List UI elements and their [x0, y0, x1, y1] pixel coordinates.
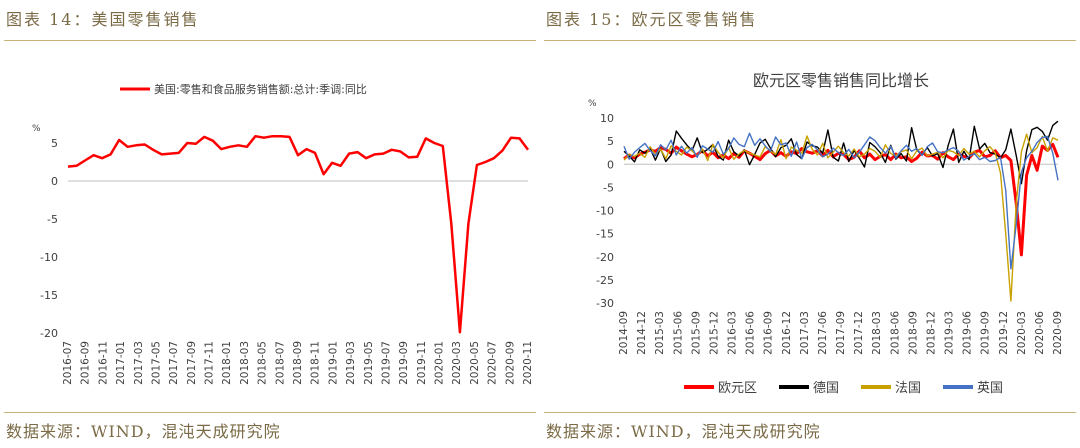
y-tick-label: 5 [607, 135, 614, 148]
x-tick-label: 2016-09 [80, 341, 92, 385]
x-tick-label: 2019-09 [398, 341, 410, 385]
left-panel: 图表 14：美国零售销售 % 5 0 -5 -10 -15 -20 2016-07 2016-0… [4, 10, 536, 441]
y-tick-label: -10 [40, 251, 58, 264]
y-tick-label: 5 [51, 137, 58, 150]
x-tick-label: 2020-03 [1016, 311, 1028, 355]
x-tick-label: 2018-09 [292, 341, 304, 385]
y-tick-label: -20 [40, 327, 58, 340]
source-note-right: 数据来源：WIND，混沌天成研究院 [546, 422, 821, 441]
x-tick-label: 2017-06 [817, 311, 829, 355]
series-line-1 [67, 134, 530, 334]
chart-title: 欧元区零售销售同比增长 [753, 71, 929, 90]
x-tick-label: 2020-11 [522, 341, 534, 385]
x-tick-label: 2018-03 [871, 311, 883, 355]
legend-label: 英国 [977, 381, 1003, 396]
title-rule-right [544, 40, 1076, 41]
x-tick-label: 2018-11 [310, 341, 322, 385]
x-tick-label: 2019-03 [944, 311, 956, 355]
x-tick-label: 2018-12 [925, 311, 937, 355]
x-tick-label: 2018-01 [221, 341, 233, 385]
x-tick-label: 2016-11 [97, 341, 109, 385]
y-tick-label: -5 [47, 213, 58, 226]
x-tick-label: 2019-05 [363, 341, 375, 385]
y-tick-label: 0 [607, 158, 614, 171]
x-tick-label: 2019-06 [962, 311, 974, 355]
y-tick-label: -10 [596, 205, 614, 218]
figure-title-right: 图表 15：欧元区零售销售 [546, 10, 758, 29]
x-tick-label: 2019-01 [327, 341, 339, 385]
x-tick-label: 2014-09 [618, 311, 630, 355]
x-tick-label: 2020-05 [469, 341, 481, 385]
x-tick-label: 2020-07 [487, 341, 499, 385]
y-tick-label: -25 [596, 274, 614, 287]
title-rule-left [4, 40, 536, 41]
y-tick-label: -5 [603, 181, 614, 194]
x-tick-label: 2018-06 [889, 311, 901, 355]
x-tick-label: 2019-03 [345, 341, 357, 385]
x-tick-label: 2019-11 [416, 341, 428, 385]
x-tick-label: 2016-07 [62, 341, 74, 385]
x-tick-label: 2019-12 [998, 311, 1010, 355]
x-tick-label: 2017-01 [115, 341, 127, 385]
x-tick-label: 2016-03 [727, 311, 739, 355]
x-tick-label: 2017-05 [150, 341, 162, 385]
legend-label: 美国:零售和食品服务销售额:总计:季调:同比 [154, 82, 367, 96]
x-tick-label: 2019-09 [980, 311, 992, 355]
source-rule-left [4, 412, 536, 413]
right-panel: 图表 15：欧元区零售销售 欧元区零售销售同比增长% 10 5 0 -5 -10 -15 -2… [540, 0, 1080, 448]
y-tick-label: -30 [596, 297, 614, 310]
source-rule-right [544, 412, 1076, 413]
legend-label: 法国 [895, 381, 921, 396]
x-tick-label: 2016-06 [745, 311, 757, 355]
series-line-3 [623, 133, 1059, 302]
x-tick-label: 2020-01 [434, 341, 446, 385]
us-retail-chart: % 5 0 -5 -10 -15 -20 2016-07 2016-09 2016-11 2017-… [32, 82, 534, 385]
y-axis-label: % [32, 124, 41, 134]
x-tick-label: 2018-07 [274, 341, 286, 385]
x-tick-label: 2020-06 [1034, 311, 1046, 355]
euro-retail-chart: 欧元区零售销售同比增长%10 5 0 -5 -10 -15 -20 -25 -30 2014-09… [588, 71, 1064, 396]
x-tick-label: 2020-09 [1052, 311, 1064, 355]
x-tick-label: 2016-12 [781, 311, 793, 355]
x-tick-label: 2019-07 [380, 341, 392, 385]
y-tick-label: -15 [40, 289, 58, 302]
x-tick-label: 2015-06 [672, 311, 684, 355]
x-tick-label: 2020-03 [451, 341, 463, 385]
x-tick-label: 2015-12 [708, 311, 720, 355]
x-tick-label: 2014-12 [636, 311, 648, 355]
x-tick-label: 2018-09 [907, 311, 919, 355]
x-tick-label: 2017-09 [835, 311, 847, 355]
x-tick-label: 2017-03 [799, 311, 811, 355]
legend-label: 欧元区 [718, 381, 757, 396]
x-tick-label: 2017-09 [186, 341, 198, 385]
x-tick-label: 2018-03 [239, 341, 251, 385]
x-tick-label: 2017-07 [168, 341, 180, 385]
x-tick-label: 2017-03 [133, 341, 145, 385]
y-tick-label: -20 [596, 251, 614, 264]
x-tick-label: 2016-09 [763, 311, 775, 355]
y-tick-label: -15 [596, 228, 614, 241]
x-tick-label: 2018-05 [257, 341, 269, 385]
x-tick-label: 2015-03 [654, 311, 666, 355]
y-tick-label: 0 [51, 175, 58, 188]
legend-label: 德国 [813, 381, 839, 396]
x-tick-label: 2017-12 [853, 311, 865, 355]
y-axis-label: % [588, 99, 597, 109]
x-tick-label: 2015-09 [690, 311, 702, 355]
x-tick-label: 2020-09 [504, 341, 516, 385]
y-tick-label: 10 [600, 112, 614, 125]
series-line-2 [623, 120, 1059, 185]
figure-title-left: 图表 14：美国零售销售 [6, 10, 200, 29]
source-note-left: 数据来源：WIND，混沌天成研究院 [6, 422, 281, 441]
series-line-4 [623, 132, 1059, 270]
x-tick-label: 2017-11 [204, 341, 216, 385]
